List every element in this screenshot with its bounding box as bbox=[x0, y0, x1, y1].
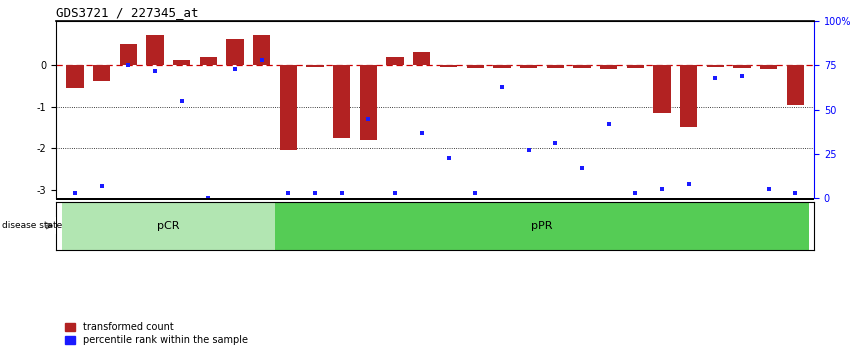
Point bbox=[762, 187, 776, 192]
Point bbox=[548, 141, 562, 146]
Text: pPR: pPR bbox=[531, 221, 553, 231]
Point bbox=[788, 190, 802, 196]
Bar bbox=[680, 65, 697, 127]
Bar bbox=[226, 39, 243, 65]
Bar bbox=[61, 202, 275, 250]
Point bbox=[629, 190, 643, 196]
Bar bbox=[359, 65, 377, 140]
Point bbox=[575, 165, 589, 171]
Bar bbox=[93, 65, 110, 81]
Point bbox=[442, 155, 456, 160]
Point bbox=[415, 130, 429, 136]
Text: disease state: disease state bbox=[2, 221, 62, 230]
Bar bbox=[275, 202, 809, 250]
Point bbox=[175, 98, 189, 104]
Bar bbox=[280, 65, 297, 150]
Bar bbox=[627, 65, 644, 68]
Bar bbox=[413, 52, 430, 65]
Point bbox=[255, 57, 268, 63]
Point bbox=[308, 190, 322, 196]
Bar bbox=[386, 57, 404, 65]
Bar bbox=[200, 57, 217, 65]
Bar bbox=[440, 65, 457, 67]
Point bbox=[495, 84, 509, 90]
Bar bbox=[600, 65, 617, 69]
Bar bbox=[573, 65, 591, 68]
Bar bbox=[67, 65, 84, 88]
Point bbox=[94, 183, 108, 189]
Point bbox=[655, 187, 669, 192]
Bar bbox=[173, 59, 191, 65]
Point bbox=[521, 148, 535, 153]
Bar bbox=[494, 65, 511, 68]
Point bbox=[228, 66, 242, 72]
Text: GDS3721 / 227345_at: GDS3721 / 227345_at bbox=[56, 6, 199, 19]
Text: pCR: pCR bbox=[157, 221, 179, 231]
Bar bbox=[467, 65, 484, 68]
Point bbox=[281, 190, 295, 196]
Point bbox=[469, 190, 482, 196]
Point bbox=[121, 63, 135, 68]
Point bbox=[335, 190, 349, 196]
Bar bbox=[120, 44, 137, 65]
Bar bbox=[760, 65, 778, 69]
Bar bbox=[520, 65, 537, 68]
Point bbox=[602, 121, 616, 127]
Bar bbox=[307, 65, 324, 67]
Bar bbox=[707, 65, 724, 67]
Point bbox=[68, 190, 82, 196]
Bar bbox=[333, 65, 351, 138]
Bar bbox=[734, 65, 751, 68]
Point bbox=[361, 116, 375, 121]
Bar bbox=[146, 35, 164, 65]
Point bbox=[708, 75, 722, 81]
Bar bbox=[653, 65, 670, 113]
Point bbox=[202, 195, 216, 201]
Point bbox=[735, 73, 749, 79]
Bar bbox=[786, 65, 804, 104]
Point bbox=[148, 68, 162, 74]
Point bbox=[388, 190, 402, 196]
Bar bbox=[253, 35, 270, 65]
Bar bbox=[546, 65, 564, 68]
Legend: transformed count, percentile rank within the sample: transformed count, percentile rank withi… bbox=[61, 319, 251, 349]
Point bbox=[682, 181, 695, 187]
